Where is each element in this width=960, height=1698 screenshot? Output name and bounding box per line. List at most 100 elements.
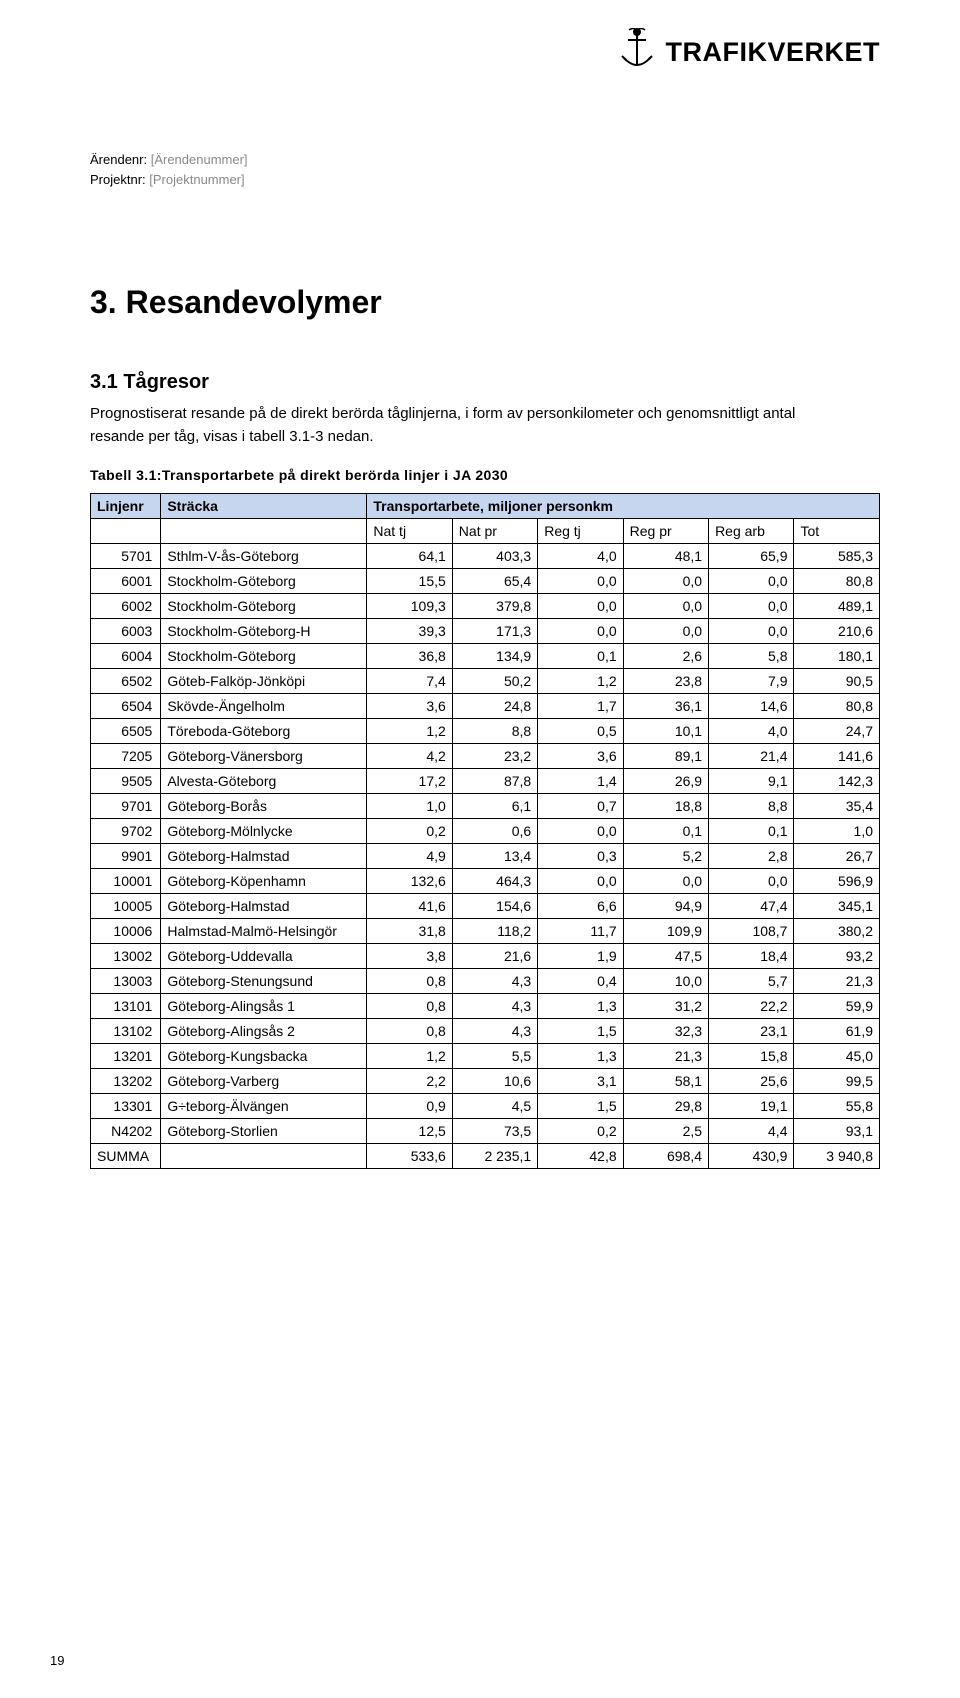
cell-value: 1,5 <box>538 1093 623 1118</box>
table-row: 7205Göteborg-Vänersborg4,223,23,689,121,… <box>91 743 880 768</box>
cell-value: 585,3 <box>794 543 880 568</box>
cell-value: 26,7 <box>794 843 880 868</box>
cell-value: 2,2 <box>367 1068 452 1093</box>
arendenr-value: [Ärendenummer] <box>151 152 248 167</box>
cell-value: 1,0 <box>367 793 452 818</box>
table-row: N4202Göteborg-Storlien12,573,50,22,54,49… <box>91 1118 880 1143</box>
table-row: 6004Stockholm-Göteborg36,8134,90,12,65,8… <box>91 643 880 668</box>
cell-value: 6,1 <box>452 793 537 818</box>
cell-value: 0,1 <box>623 818 708 843</box>
transport-table: Linjenr Sträcka Transportarbete, miljone… <box>90 493 880 1169</box>
col-reg-tj: Reg tj <box>538 518 623 543</box>
cell-value: 1,3 <box>538 993 623 1018</box>
cell-value: 23,8 <box>623 668 708 693</box>
cell-value: 25,6 <box>709 1068 794 1093</box>
cell-value: 29,8 <box>623 1093 708 1118</box>
cell-value: 42,8 <box>538 1143 623 1168</box>
cell-linjenr: 9702 <box>91 818 161 843</box>
cell-value: 3,6 <box>367 693 452 718</box>
table-row: SUMMA533,62 235,142,8698,4430,93 940,8 <box>91 1143 880 1168</box>
cell-stracka: Stockholm-Göteborg <box>161 593 367 618</box>
cell-stracka: Alvesta-Göteborg <box>161 768 367 793</box>
page-number: 19 <box>50 1653 64 1668</box>
cell-stracka: Sthlm-V-ås-Göteborg <box>161 543 367 568</box>
cell-linjenr: 9901 <box>91 843 161 868</box>
cell-linjenr: 6504 <box>91 693 161 718</box>
cell-value: 21,4 <box>709 743 794 768</box>
table-row: 9701Göteborg-Borås1,06,10,718,88,835,4 <box>91 793 880 818</box>
cell-value: 0,2 <box>538 1118 623 1143</box>
cell-value: 55,8 <box>794 1093 880 1118</box>
cell-value: 24,8 <box>452 693 537 718</box>
cell-value: 0,9 <box>367 1093 452 1118</box>
cell-linjenr: 10006 <box>91 918 161 943</box>
cell-value: 61,9 <box>794 1018 880 1043</box>
cell-value: 171,3 <box>452 618 537 643</box>
cell-value: 154,6 <box>452 893 537 918</box>
cell-value: 14,6 <box>709 693 794 718</box>
cell-value: 134,9 <box>452 643 537 668</box>
document-page: TRAFIKVERKET Ärendenr: [Ärendenummer] Pr… <box>0 0 960 1698</box>
table-row: 10005Göteborg-Halmstad41,6154,66,694,947… <box>91 893 880 918</box>
cell-stracka: Töreboda-Göteborg <box>161 718 367 743</box>
cell-stracka: Göteborg-Mölnlycke <box>161 818 367 843</box>
cell-value: 1,4 <box>538 768 623 793</box>
cell-value: 31,8 <box>367 918 452 943</box>
table-row: 10006Halmstad-Malmö-Helsingör31,8118,211… <box>91 918 880 943</box>
cell-linjenr: N4202 <box>91 1118 161 1143</box>
cell-value: 1,2 <box>538 668 623 693</box>
cell-value: 4,0 <box>709 718 794 743</box>
cell-value: 0,0 <box>623 618 708 643</box>
cell-stracka: Göteborg-Alingsås 1 <box>161 993 367 1018</box>
cell-value: 13,4 <box>452 843 537 868</box>
table-row: 6502Göteb-Falköp-Jönköpi7,450,21,223,87,… <box>91 668 880 693</box>
col-nat-tj: Nat tj <box>367 518 452 543</box>
cell-stracka: Göteborg-Kungsbacka <box>161 1043 367 1068</box>
cell-value: 380,2 <box>794 918 880 943</box>
cell-value: 32,3 <box>623 1018 708 1043</box>
cell-value: 7,4 <box>367 668 452 693</box>
cell-value: 4,5 <box>452 1093 537 1118</box>
projektnr-label: Projektnr: <box>90 172 146 187</box>
cell-value: 99,5 <box>794 1068 880 1093</box>
cell-value: 15,5 <box>367 568 452 593</box>
cell-stracka: Göteborg-Köpenhamn <box>161 868 367 893</box>
cell-value: 3,8 <box>367 943 452 968</box>
cell-value: 2,8 <box>709 843 794 868</box>
cell-stracka: Göteborg-Halmstad <box>161 843 367 868</box>
cell-value: 4,9 <box>367 843 452 868</box>
cell-value: 109,9 <box>623 918 708 943</box>
cell-value: 59,9 <box>794 993 880 1018</box>
body-paragraph: Prognostiserat resande på de direkt berö… <box>90 402 830 449</box>
cell-value: 0,8 <box>367 968 452 993</box>
arendenr-label: Ärendenr: <box>90 152 147 167</box>
cell-value: 0,3 <box>538 843 623 868</box>
cell-value: 0,0 <box>709 568 794 593</box>
cell-stracka: Göteborg-Storlien <box>161 1118 367 1143</box>
cell-value: 0,7 <box>538 793 623 818</box>
table-row: 13201Göteborg-Kungsbacka1,25,51,321,315,… <box>91 1043 880 1068</box>
cell-linjenr: 13002 <box>91 943 161 968</box>
cell-value: 0,0 <box>623 568 708 593</box>
cell-value: 93,2 <box>794 943 880 968</box>
cell-value: 0,0 <box>538 618 623 643</box>
cell-value: 0,0 <box>538 818 623 843</box>
table-row: 6002Stockholm-Göteborg109,3379,80,00,00,… <box>91 593 880 618</box>
cell-value: 94,9 <box>623 893 708 918</box>
cell-value: 3,1 <box>538 1068 623 1093</box>
cell-value: 118,2 <box>452 918 537 943</box>
cell-value: 1,5 <box>538 1018 623 1043</box>
cell-value: 0,0 <box>538 593 623 618</box>
cell-value: 132,6 <box>367 868 452 893</box>
cell-value: 35,4 <box>794 793 880 818</box>
cell-value: 45,0 <box>794 1043 880 1068</box>
cell-value: 4,0 <box>538 543 623 568</box>
cell-linjenr: 13003 <box>91 968 161 993</box>
cell-value: 9,1 <box>709 768 794 793</box>
cell-stracka: Stockholm-Göteborg-H <box>161 618 367 643</box>
cell-value: 65,9 <box>709 543 794 568</box>
cell-value: 142,3 <box>794 768 880 793</box>
cell-value: 47,4 <box>709 893 794 918</box>
cell-linjenr: 13101 <box>91 993 161 1018</box>
cell-value: 1,9 <box>538 943 623 968</box>
